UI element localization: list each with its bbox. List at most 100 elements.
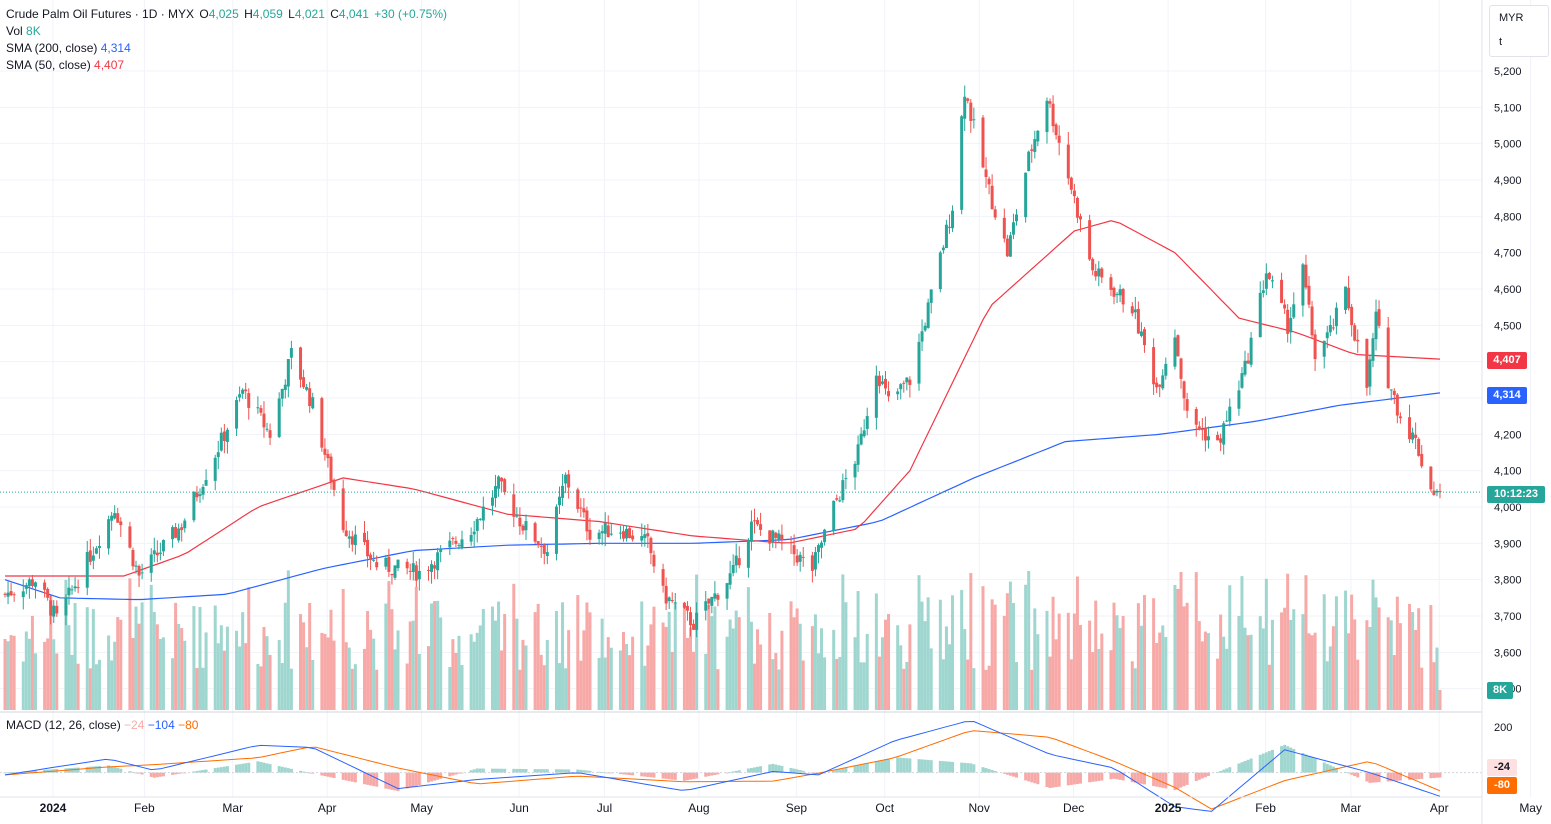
volume-bar (436, 600, 440, 710)
volume-bar (682, 605, 686, 710)
candle-body (311, 397, 315, 409)
sma200-legend[interactable]: SMA (200, close) 4,314 (6, 40, 131, 57)
volume-bar (46, 638, 50, 710)
macd-hist-bar (1432, 772, 1436, 778)
candle-body (177, 528, 181, 541)
macd-legend[interactable]: MACD (12, 26, close) −24 −104 −80 (6, 717, 198, 734)
macd-hist-bar (1130, 772, 1134, 783)
macd-hist-bar (749, 767, 753, 773)
candle-body (603, 522, 607, 534)
candle-body (917, 341, 921, 384)
volume-bar (149, 584, 153, 710)
candle-body (1353, 325, 1357, 341)
candle-body (731, 564, 735, 574)
candle-body (938, 252, 942, 289)
macd-hist-bar (1176, 772, 1180, 789)
macd-hist-bar (216, 767, 220, 773)
candle-body (1420, 453, 1424, 467)
candle-body (1350, 306, 1354, 326)
candle-body (46, 588, 50, 598)
candle-body (1136, 308, 1140, 334)
candle-body (789, 542, 793, 544)
candle-body (97, 545, 101, 549)
candle-body (780, 534, 784, 541)
candle-body (390, 573, 394, 576)
macd-hist-bar (494, 768, 498, 773)
macd-hist-bar (155, 772, 159, 778)
price-tick-label: 4,500 (1494, 320, 1522, 332)
volume-bar (457, 635, 461, 710)
candle-body (1015, 214, 1019, 222)
candle-body (944, 224, 948, 249)
macd-hist-bar (545, 769, 549, 773)
currency-unit-selector[interactable]: MYR t (1489, 5, 1549, 57)
volume-bar (774, 652, 778, 710)
candle-body (30, 579, 34, 586)
candle-body (984, 169, 988, 178)
volume-bar (710, 616, 714, 710)
sma50-legend[interactable]: SMA (50, close) 4,407 (6, 57, 124, 74)
candle-body (244, 389, 248, 392)
volume-bar (561, 602, 565, 710)
candle-body (987, 178, 991, 185)
time-tick-label: Feb (1255, 801, 1276, 815)
candle-body (222, 431, 226, 441)
candle-body (9, 591, 13, 596)
volume-bar (1112, 602, 1116, 710)
candle-body (457, 545, 461, 547)
candle-body (649, 537, 653, 554)
volume-bar (695, 574, 699, 710)
time-tick-label: May (410, 801, 433, 815)
volume-bar (518, 669, 522, 710)
macd-hist-bar (369, 772, 373, 786)
volume-bar (1237, 615, 1241, 710)
candle-body (588, 529, 592, 540)
volume-bar (6, 641, 10, 710)
macd-hist-bar (1304, 754, 1308, 773)
macd-hist-bar (618, 772, 622, 775)
volume-bar (241, 612, 245, 710)
volume-bar (134, 606, 138, 710)
volume-bar (816, 653, 820, 710)
macd-hist-bar (225, 766, 229, 773)
candle-body (161, 540, 165, 552)
volume-bar (1356, 659, 1360, 710)
volume-bar (841, 574, 845, 710)
macd-hist-bar (110, 766, 114, 773)
macd-hist-bar (1133, 772, 1137, 783)
macd-hist-bar (981, 767, 985, 773)
macd-hist-bar (1261, 753, 1265, 773)
price-tick-label: 4,900 (1494, 175, 1522, 187)
time-tick-label: Apr (318, 801, 337, 815)
candle-body (963, 96, 967, 119)
volume-bar (280, 663, 284, 710)
volume-bar (1368, 626, 1372, 710)
macd-hist-bar (140, 772, 144, 775)
macd-hist-bar (929, 760, 933, 773)
candle-body (262, 413, 266, 428)
symbol-title[interactable]: Crude Palm Oil Futures · 1D · MYX (6, 7, 195, 21)
candle-body (436, 552, 440, 571)
volume-bar (883, 619, 887, 710)
candle-body (1301, 264, 1305, 306)
volume-bar (1075, 576, 1079, 710)
macd-hist-bar (1310, 757, 1314, 773)
macd-hist-bar (1027, 772, 1031, 782)
macd-hist-bar (1353, 772, 1357, 777)
volume-bar (801, 660, 805, 710)
volume-bar (838, 656, 842, 710)
macd-hist-bar (1069, 772, 1073, 785)
volume-bar (1334, 596, 1338, 710)
candle-body (862, 430, 866, 437)
volume-bar (219, 625, 223, 710)
low-label: L (288, 7, 295, 21)
volume-legend[interactable]: Vol 8K (6, 23, 41, 40)
volume-bar (1286, 573, 1290, 710)
macd-hist-bar (302, 771, 306, 773)
volume-bar (198, 606, 202, 710)
macd-hist-bar (289, 768, 293, 773)
candle-body (67, 587, 71, 596)
volume-bar (862, 662, 866, 710)
macd-hist-bar (856, 765, 860, 773)
